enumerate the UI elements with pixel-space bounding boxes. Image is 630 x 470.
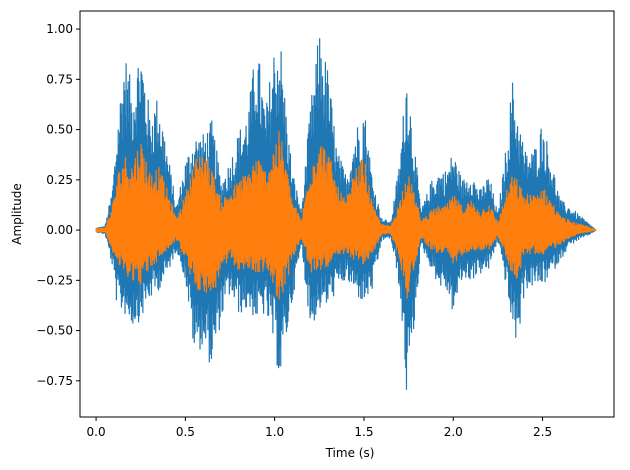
x-axis-ticks: 0.0 0.5 1.0 1.5 2.0 2.5 [87,417,552,439]
y-axis-label: Amplitude [10,183,24,245]
y-tick-label: −0.75 [36,374,73,388]
y-tick-label: 1.00 [46,22,73,36]
plot-area [95,38,597,390]
x-tick-label: 0.0 [87,425,106,439]
y-tick-label: 0.25 [46,173,73,187]
y-tick-label: −0.25 [36,273,73,287]
x-tick-label: 1.0 [265,425,284,439]
x-tick-label: 2.5 [533,425,552,439]
y-tick-label: −0.50 [36,324,73,338]
x-tick-label: 1.5 [354,425,373,439]
x-axis-label: Time (s) [325,446,375,460]
y-tick-label: 0.00 [46,223,73,237]
y-tick-label: 0.50 [46,123,73,137]
axes-frame [79,10,615,418]
series-line-2 [95,131,597,300]
y-tick-label: 0.75 [46,72,73,86]
x-tick-label: 2.0 [444,425,463,439]
x-tick-label: 0.5 [176,425,195,439]
y-axis-ticks: −0.75 −0.50 −0.25 0.00 0.25 0.50 0.75 1.00 [36,22,80,388]
